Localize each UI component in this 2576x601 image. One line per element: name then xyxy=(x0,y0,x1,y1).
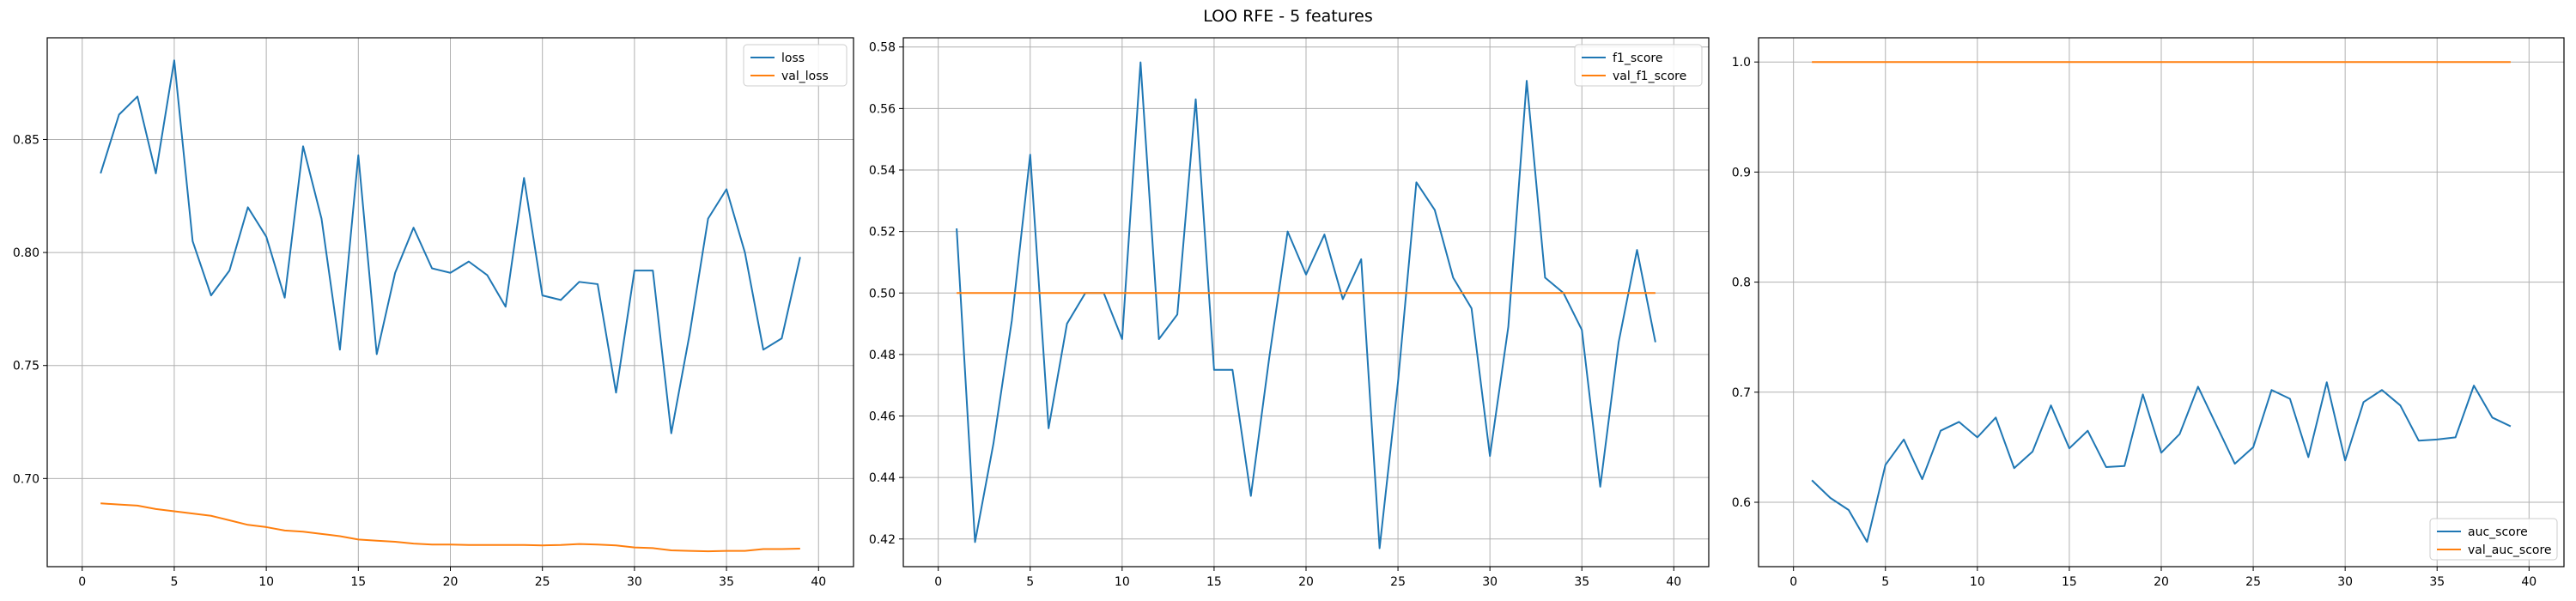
x-tick-label: 10 xyxy=(258,575,274,589)
subplot-f1-score: 0 5 10 15 20 25 30 35 40 0.42 0.44 0.46 0.48 0.50 0.52… xyxy=(869,37,1710,589)
y-tick-label: 0.80 xyxy=(13,246,39,260)
x-tick-label: 30 xyxy=(627,575,642,589)
axes-frame xyxy=(902,37,1710,568)
x-tick-label: 15 xyxy=(350,575,366,589)
x-tick-label: 40 xyxy=(1666,575,1681,589)
x-tick-label: 25 xyxy=(1390,575,1406,589)
y-tick-label: 0.58 xyxy=(869,41,896,55)
y-tick-label: 0.8 xyxy=(1732,276,1751,290)
legend: auc_score val_auc_score xyxy=(2429,518,2558,561)
y-tick-label: 0.56 xyxy=(869,102,896,116)
y-tick-label: 0.70 xyxy=(13,472,39,486)
x-tick-label: 15 xyxy=(2062,575,2077,589)
subplot-auc-score: 0 5 10 15 20 25 30 35 40 0.6 0.7 0.8 0.9 1.0 auc_score… xyxy=(1732,37,2565,589)
x-tick-label: 5 xyxy=(1881,575,1889,589)
y-tick-label: 0.6 xyxy=(1732,496,1751,510)
legend-label-val-f1-score: val_f1_score xyxy=(1613,70,1686,83)
series-line-f1-score xyxy=(956,61,1656,549)
x-tick-label: 0 xyxy=(1789,575,1797,589)
y-tick-label: 0.42 xyxy=(869,533,896,547)
series-line-auc-score xyxy=(1811,381,2512,543)
x-tick-label: 25 xyxy=(535,575,550,589)
legend-box xyxy=(2429,518,2558,561)
legend-label-loss: loss xyxy=(781,52,805,65)
legend-label-f1-score: f1_score xyxy=(1613,52,1662,65)
x-tick-label: 35 xyxy=(1574,575,1589,589)
axes-frame xyxy=(1758,37,2565,568)
y-tick-label: 0.54 xyxy=(869,164,896,178)
x-tick-label: 40 xyxy=(811,575,826,589)
y-tick-label: 1.0 xyxy=(1732,56,1751,70)
y-tick-label: 0.75 xyxy=(13,360,39,373)
x-tick-label: 20 xyxy=(443,575,459,589)
y-tick-label: 0.50 xyxy=(869,287,896,300)
series-line-val-loss xyxy=(100,502,800,553)
x-tick-label: 0 xyxy=(934,575,942,589)
y-tick-label: 0.7 xyxy=(1732,386,1751,400)
legend: loss val_loss xyxy=(743,44,848,87)
x-tick-label: 5 xyxy=(1026,575,1034,589)
y-tick-label: 0.52 xyxy=(869,226,896,240)
x-tick-label: 0 xyxy=(78,575,86,589)
y-tick-label: 0.44 xyxy=(869,471,896,485)
axes-frame xyxy=(46,37,854,568)
figure-title: LOO RFE - 5 features xyxy=(1203,7,1373,26)
x-tick-label: 10 xyxy=(1970,575,1985,589)
x-tick-label: 20 xyxy=(2154,575,2169,589)
y-tick-label: 0.85 xyxy=(13,133,39,147)
x-tick-label: 35 xyxy=(719,575,734,589)
legend-label-auc-score: auc_score xyxy=(2468,525,2528,539)
y-tick-label: 0.46 xyxy=(869,410,896,424)
series-line-loss xyxy=(100,59,801,434)
legend: f1_score val_f1_score xyxy=(1574,44,1703,87)
y-tick-label: 0.9 xyxy=(1732,166,1751,179)
x-tick-label: 10 xyxy=(1115,575,1130,589)
legend-box xyxy=(1574,44,1703,87)
subplot-loss: 0 5 10 15 20 25 30 35 40 0.70 0.75 0.80 0.85 loss val_… xyxy=(13,37,854,589)
x-tick-label: 40 xyxy=(2521,575,2537,589)
x-tick-label: 20 xyxy=(1298,575,1314,589)
y-tick-label: 0.48 xyxy=(869,349,896,362)
x-tick-label: 30 xyxy=(2337,575,2353,589)
x-tick-label: 30 xyxy=(1482,575,1498,589)
x-tick-label: 15 xyxy=(1206,575,1222,589)
x-tick-label: 35 xyxy=(2429,575,2445,589)
x-tick-label: 5 xyxy=(170,575,178,589)
x-tick-label: 25 xyxy=(2245,575,2261,589)
legend-label-val-auc-score: val_auc_score xyxy=(2468,543,2552,557)
legend-label-val-loss: val_loss xyxy=(781,70,829,83)
